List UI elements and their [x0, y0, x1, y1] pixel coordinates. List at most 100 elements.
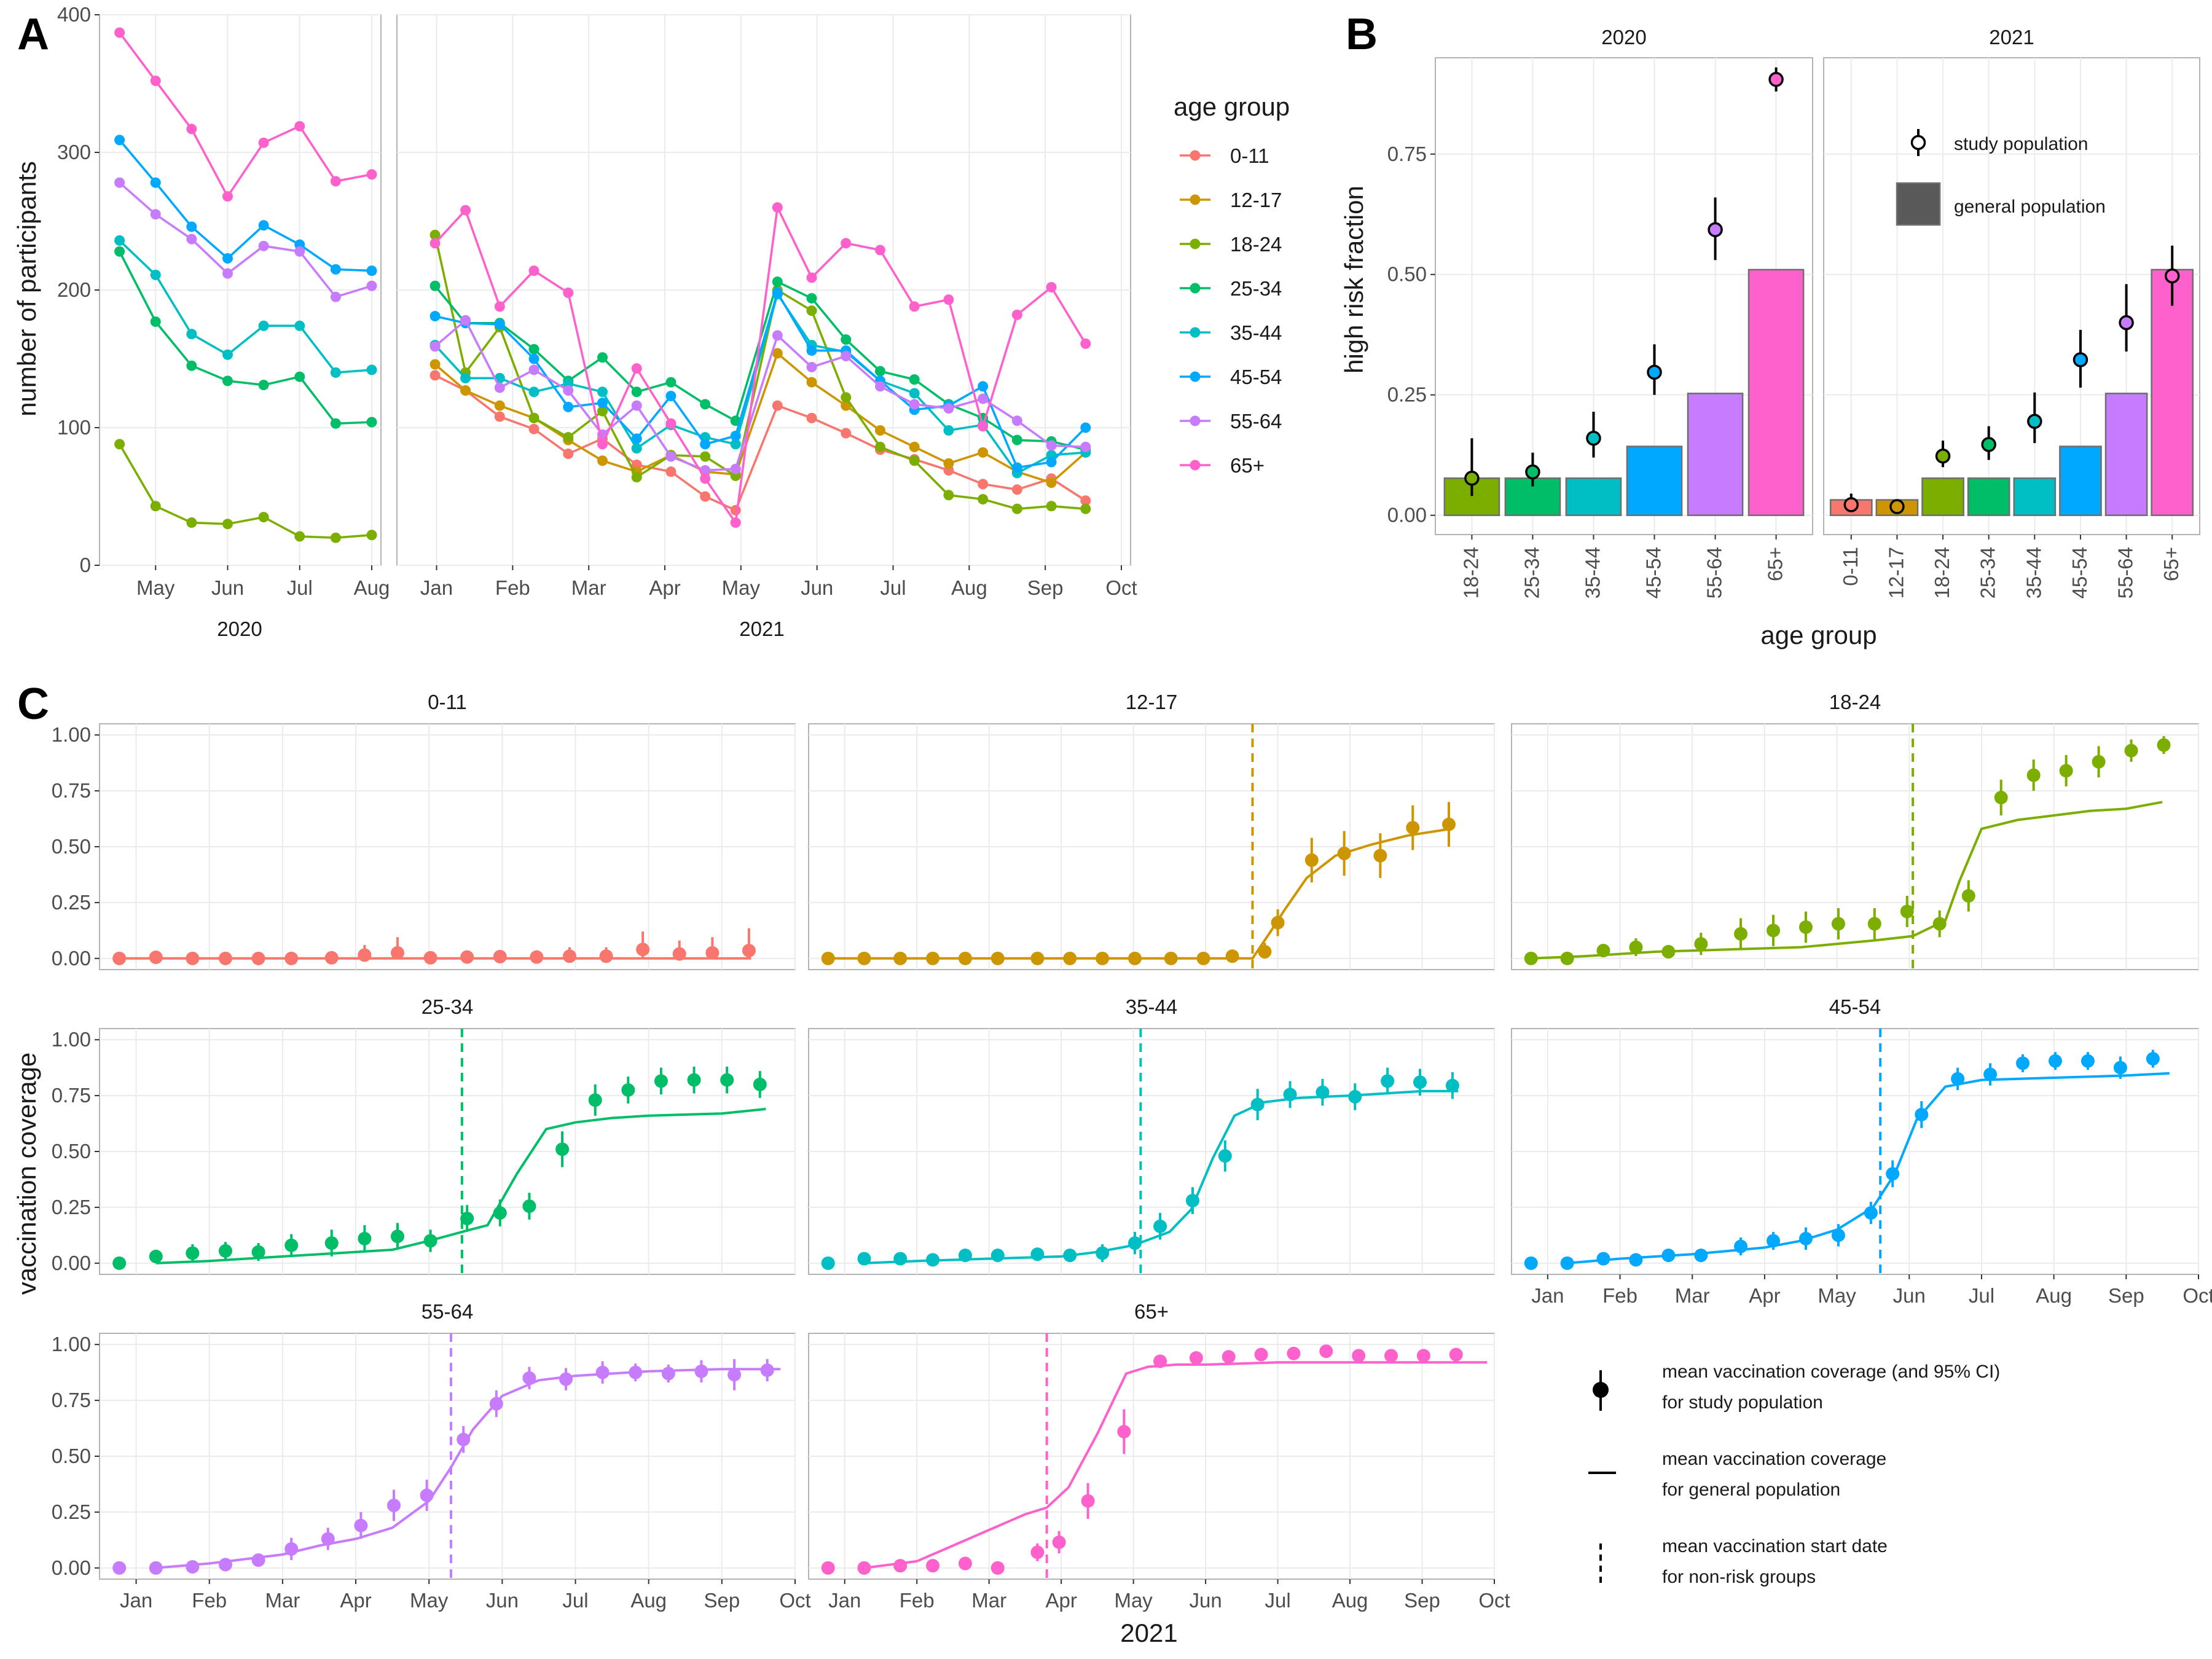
point-12-17: [978, 447, 989, 458]
point-study-45-54: [2113, 1061, 2127, 1075]
tick-label-x: Jul: [1265, 1589, 1290, 1612]
point-65+: [494, 301, 505, 312]
legend-label-12-17: 12-17: [1230, 189, 1282, 211]
panel-a-legend-title: age group: [1174, 92, 1290, 121]
point-study-35-44: [1030, 1247, 1045, 1261]
point-study-55-64: [489, 1397, 503, 1411]
point-0-11: [429, 370, 441, 381]
tick-label-x: Jan: [828, 1589, 861, 1612]
panel-c-strip-55-64: 55-64: [422, 1300, 473, 1323]
point-65+: [841, 238, 852, 249]
tick-label-x-18-24: 18-24: [1931, 547, 1953, 598]
point-study-65+: [1768, 72, 1784, 87]
tick-label-x: May: [410, 1589, 449, 1612]
tick-label-y: 0.00: [52, 1252, 91, 1274]
point-65+: [460, 205, 471, 216]
point-study-18-24: [1867, 917, 1881, 931]
point-study-45-54: [2016, 1056, 2030, 1070]
legend-swatch-point-65+: [1190, 460, 1201, 471]
point-25-34: [114, 246, 125, 257]
point-12-17: [909, 441, 920, 452]
point-study-0-11: [562, 949, 576, 963]
point-study-35-44: [1348, 1089, 1362, 1104]
tick-label-x-18-24: 18-24: [1459, 547, 1482, 598]
point-65+: [429, 238, 441, 249]
tick-label-y: 1.00: [52, 723, 91, 746]
point-study-25-34: [522, 1199, 536, 1214]
tick-label-x: Aug: [630, 1589, 667, 1612]
point-18-24: [806, 305, 817, 316]
bar-general-25-34: [1967, 477, 2010, 516]
tick-label-x-35-44: 35-44: [1581, 547, 1604, 598]
point-55-64: [806, 361, 817, 372]
point-12-17: [1046, 477, 1057, 488]
panel-c-facet-18-24: 18-24: [1511, 691, 2199, 970]
point-study-35-44: [1445, 1078, 1459, 1092]
point-study-0-11: [705, 946, 720, 960]
tick-label-x: Feb: [900, 1589, 935, 1612]
tick-label-x: Jan: [420, 576, 453, 599]
panel-c-facet-0-11: 0-11 0.00 0.25 0.50 0.75 1.00: [52, 691, 796, 970]
series-line-65+: [434, 203, 1087, 526]
point-study-65+: [1352, 1349, 1366, 1363]
point-12-17: [494, 400, 505, 411]
point-0-11: [700, 491, 711, 502]
point-45-54: [114, 135, 125, 146]
legend-swatch-point-0-11: [1190, 150, 1201, 161]
point-65+: [1011, 309, 1022, 320]
bar-general-65+: [2151, 269, 2194, 516]
point-0-11: [1011, 484, 1022, 495]
point-study-12-17: [1271, 916, 1285, 930]
point-study-12-17: [1164, 951, 1178, 965]
point-study-12-17: [1128, 951, 1142, 965]
point-25-34: [700, 399, 711, 410]
point-study-55-64: [218, 1558, 232, 1572]
panel-c-strip-25-34: 25-34: [422, 995, 473, 1018]
panel-c-legend-1a: mean vaccination coverage (and 95% CI): [1662, 1362, 2000, 1382]
tick-label-y: 0: [80, 554, 91, 576]
panel-c-strip-65+: 65+: [1134, 1300, 1169, 1323]
point-study-55-64: [186, 1560, 200, 1574]
tick-label-x: Sep: [1027, 576, 1064, 599]
point-65+: [222, 191, 233, 202]
point-study-65+: [857, 1561, 871, 1575]
legend-label-25-34: 25-34: [1230, 277, 1282, 300]
point-study-55-64: [661, 1367, 675, 1381]
tick-label-x: Jun: [486, 1589, 519, 1612]
point-18-24: [563, 432, 574, 443]
point-55-64: [366, 280, 377, 291]
point-study-35-44: [821, 1256, 835, 1270]
point-25-34: [258, 380, 269, 391]
point-18-24: [700, 451, 711, 462]
point-study-18-24: [2059, 764, 2073, 778]
point-study-35-44: [893, 1252, 908, 1266]
point-study-0-11: [742, 944, 756, 958]
point-study-65+: [1052, 1535, 1066, 1549]
panel-c-facets: 0-11 0.00 0.25 0.50 0.75 1.00 12-17 18-24 25-34 0…: [52, 691, 2212, 1612]
point-study-12-17: [821, 951, 835, 965]
point-45-54: [258, 220, 269, 231]
point-study-35-44: [1586, 430, 1601, 446]
tick-label-x: Mar: [1675, 1284, 1710, 1307]
series-line-18-24: [434, 235, 1086, 511]
point-study-18-24: [1661, 944, 1676, 959]
panel-c-legend-2a: mean vaccination coverage: [1662, 1449, 1886, 1469]
panel-b-strip-bg: [1435, 17, 1813, 55]
point-study-18-24: [1767, 924, 1781, 938]
panel-b-strip-2020: 2020: [1601, 26, 1646, 49]
point-study-12-17: [1096, 951, 1110, 965]
point-study-65+: [1030, 1545, 1045, 1559]
point-study-18-24: [2092, 755, 2106, 769]
panel-c-strip-45-54: 45-54: [1829, 995, 1881, 1018]
tick-label-y: 400: [57, 3, 91, 26]
tick-label-x: Jan: [1531, 1284, 1564, 1307]
series-line-55-64: [434, 318, 1086, 472]
tick-label-x-65+: 65+: [1764, 547, 1787, 581]
tick-label-x: Apr: [649, 576, 680, 599]
point-study-45-54: [1694, 1249, 1708, 1263]
point-18-24: [943, 490, 954, 501]
point-65+: [563, 287, 574, 298]
point-study-12-17: [1441, 817, 1456, 831]
tick-label-y: 100: [57, 416, 91, 439]
point-18-24: [366, 530, 377, 541]
